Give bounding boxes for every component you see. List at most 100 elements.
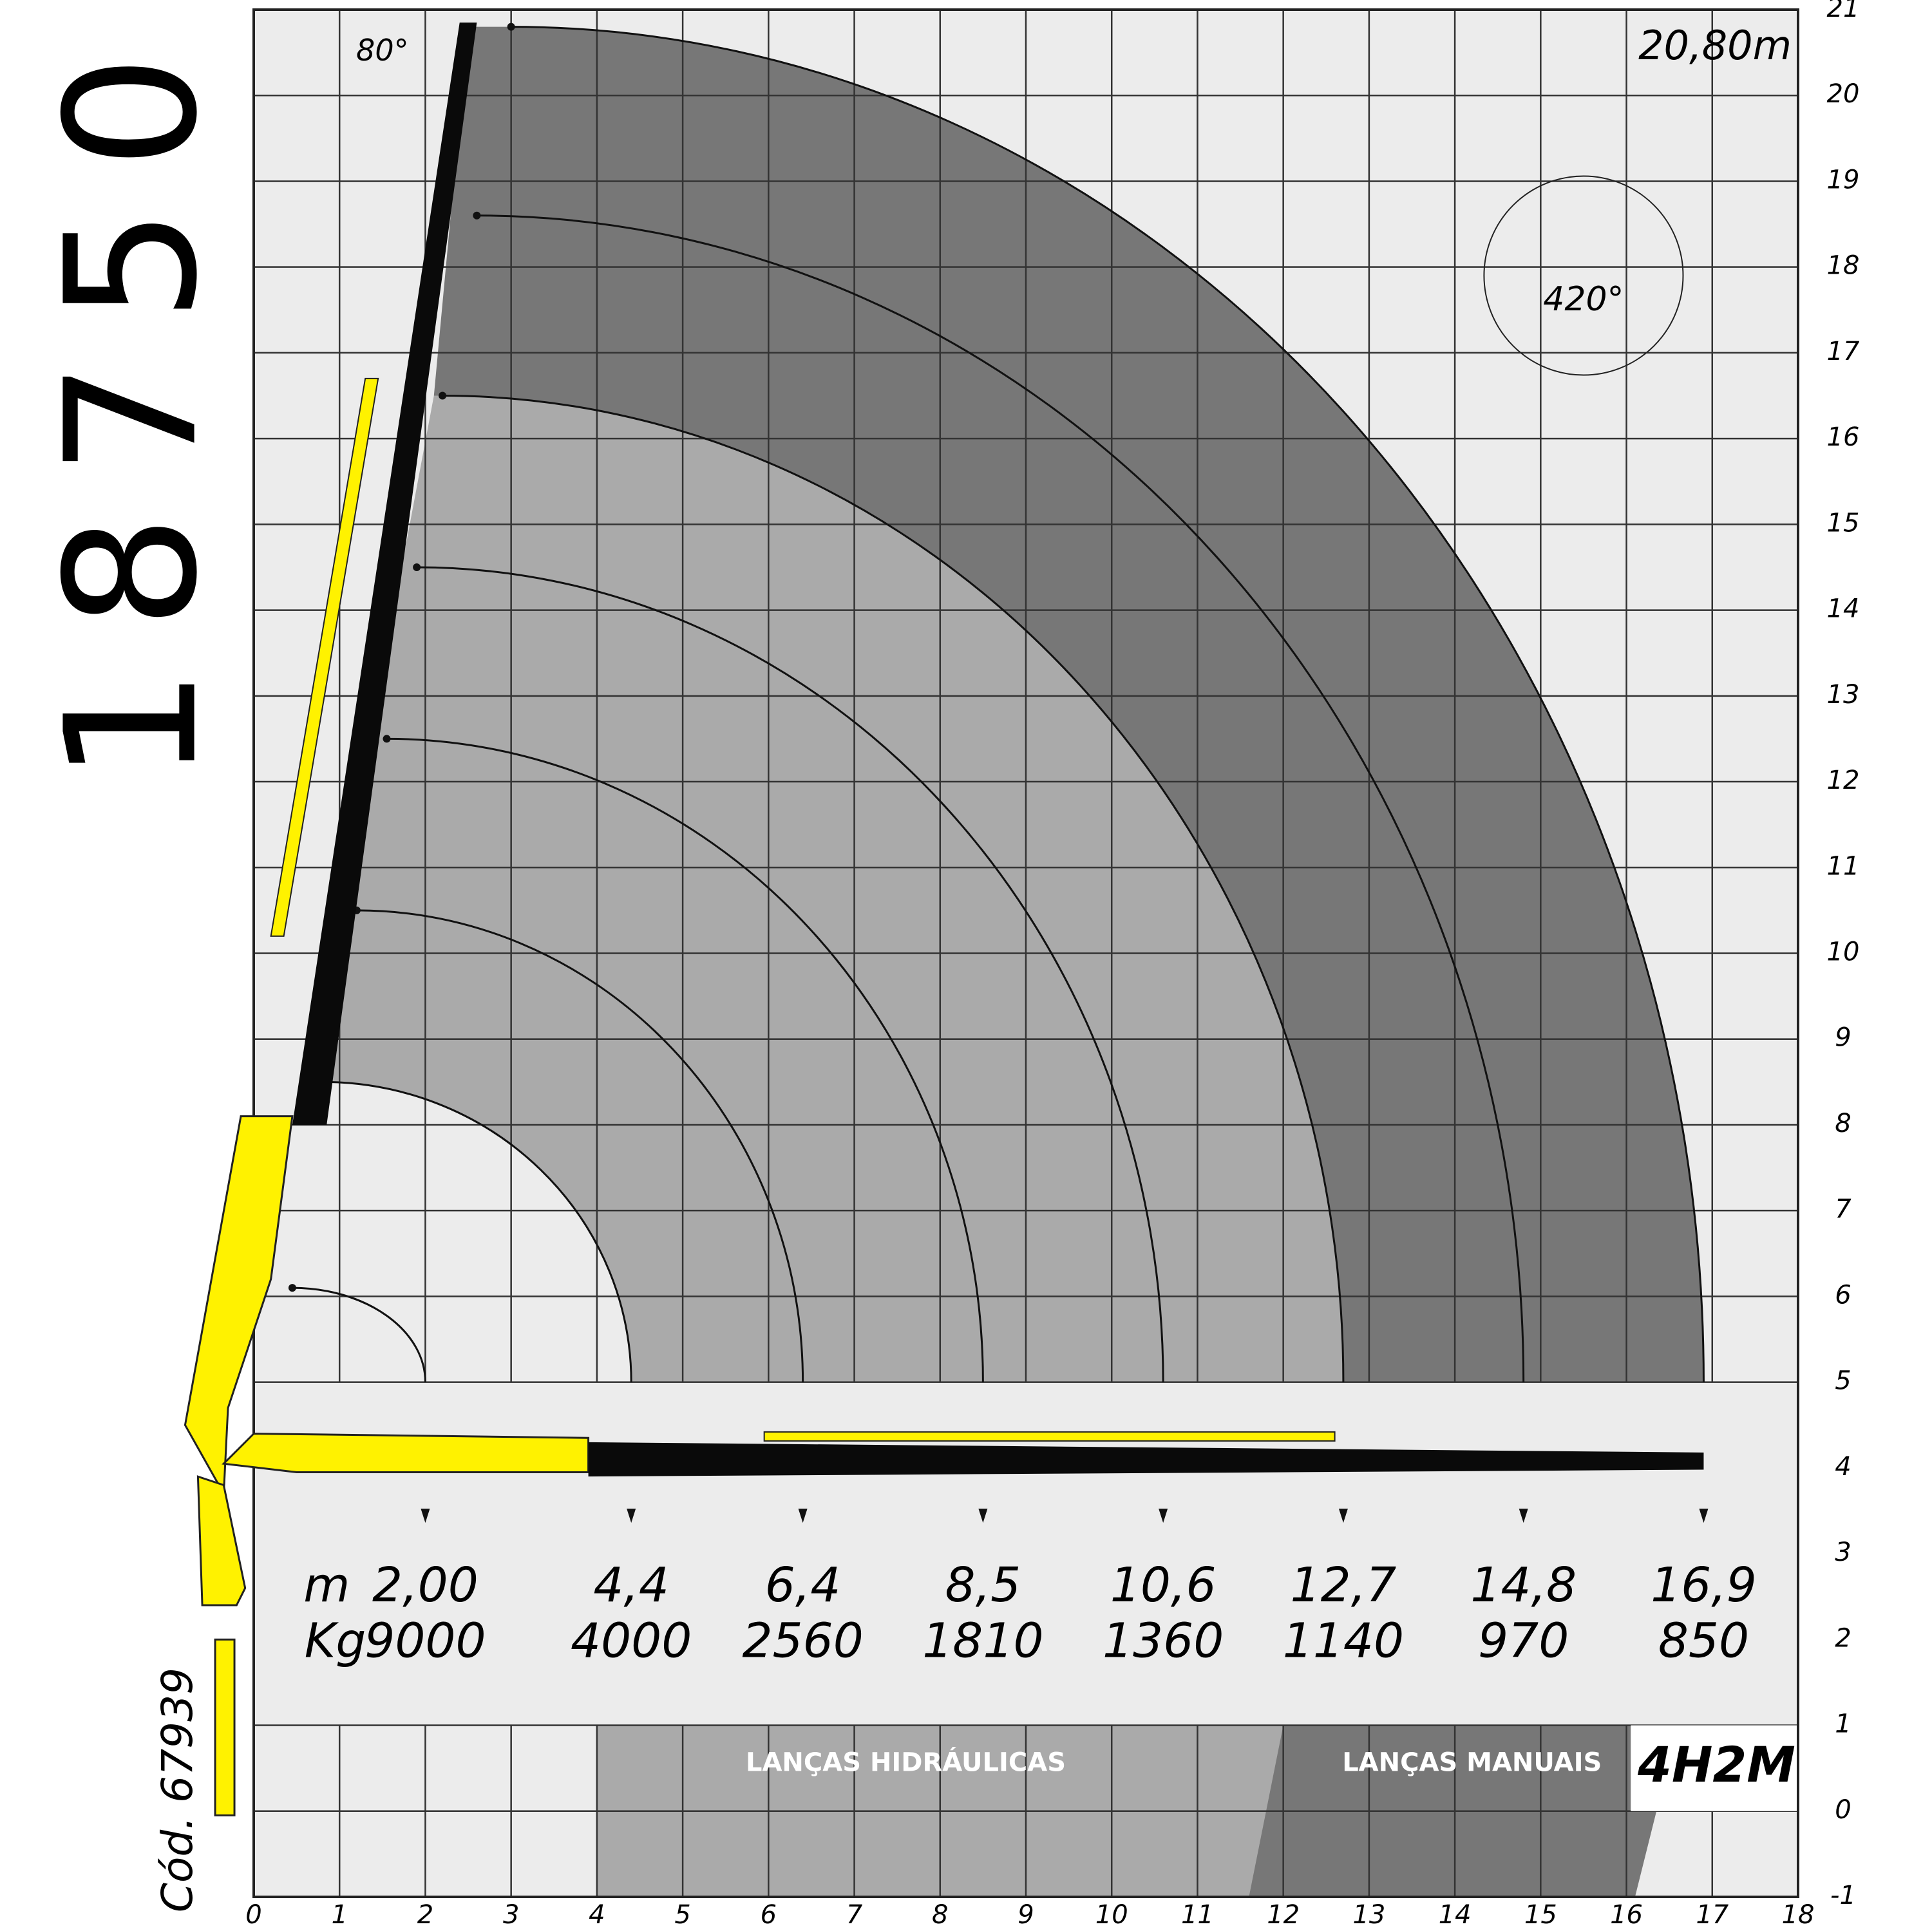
load-label: 4000 [571,1613,692,1668]
reach-arrow [627,1509,636,1523]
x-tick-label: 5 [674,1900,690,1930]
y-tick-label: 12 [1827,766,1860,795]
reach-arc [292,1286,426,1382]
boom-angle: 80° [356,33,409,68]
reach-arc [322,1080,632,1382]
arc-tip [439,391,447,400]
load-label: 2560 [742,1613,863,1668]
reach-label: 8,5 [945,1558,1021,1613]
chart-title: 18750 [28,16,238,783]
reach-arc [417,566,1164,1382]
reach-label: 4,4 [593,1558,669,1613]
x-tick-label: 4 [589,1900,605,1930]
x-tick-label: 0 [245,1900,261,1930]
reach-arrow [1699,1509,1709,1523]
reach-label: 14,8 [1470,1558,1577,1613]
reach-arc [511,26,1705,1382]
y-tick-label: 7 [1835,1194,1852,1224]
reach-label: 12,7 [1291,1558,1397,1613]
y-tick-label: 19 [1827,165,1860,194]
y-tick-label: 11 [1827,851,1860,881]
x-tick-label: 14 [1439,1900,1472,1930]
y-tick-label: 13 [1827,680,1860,710]
reach-label: 10,6 [1110,1558,1217,1613]
reach-arrow [1159,1509,1168,1523]
y-tick-label: 14 [1827,594,1860,624]
x-tick-label: 9 [1018,1900,1034,1930]
y-tick-label: 18 [1827,251,1860,281]
y-tick-label: 6 [1835,1280,1851,1310]
load-label: 1360 [1103,1613,1224,1668]
x-tick-label: 16 [1610,1900,1643,1930]
y-tick-label: 8 [1835,1109,1851,1138]
reach-arc [356,909,804,1382]
model-box [1631,1725,1797,1811]
plot-frame [252,8,1799,1898]
load-label: 9000 [365,1613,486,1668]
y-tick-label: 17 [1827,337,1860,366]
reach-label: 6,4 [765,1558,841,1613]
base [196,1475,247,1606]
load-label: 850 [1658,1613,1749,1668]
x-tick-label: 15 [1524,1900,1557,1930]
x-tick-label: 10 [1095,1900,1128,1930]
reach-label: 16,9 [1651,1558,1757,1613]
load-label: 1810 [922,1613,1043,1668]
reach-arrow [978,1509,988,1523]
code-label: Cód. 67939 [153,1668,202,1912]
reach-arc [477,214,1525,1382]
vertical-boom-yellow [270,377,379,937]
section-label: LANÇAS MANUAIS [1342,1747,1602,1777]
load-label: 970 [1478,1613,1569,1668]
reach-arc [442,395,1345,1382]
reach-arrow [1519,1509,1528,1523]
x-tick-label: 8 [932,1900,948,1930]
y-tick-label: -1 [1830,1881,1856,1910]
x-tick-label: 7 [846,1900,863,1930]
envelope-dark [433,26,1704,1382]
y-tick-label: 10 [1827,937,1860,967]
load-unit: Kg [305,1613,366,1668]
x-tick-label: 13 [1352,1900,1385,1930]
x-tick-label: 2 [417,1900,433,1930]
y-tick-label: 16 [1827,422,1860,452]
y-tick-label: 21 [1827,0,1860,23]
x-tick-label: 17 [1696,1900,1728,1930]
section-label: LANÇAS HIDRÁULICAS [746,1746,1066,1777]
y-tick-label: 15 [1827,508,1860,538]
reach-arrow [798,1509,808,1523]
y-tick-label: 0 [1835,1795,1851,1825]
arc-tip [507,23,515,31]
arc-tip [473,211,481,220]
max-height: 20,80m [1638,22,1792,69]
model-label: 4H2M [1637,1736,1795,1793]
arc-tip [413,563,421,571]
reach-arrow [1338,1509,1348,1523]
reach-arc [386,737,984,1382]
boom-extension [763,1431,1336,1442]
arc-tip [383,735,391,743]
horizontal-boom-yellow [222,1433,590,1474]
x-tick-label: 11 [1181,1900,1214,1930]
y-tick-label: 3 [1835,1538,1851,1567]
y-tick-label: 4 [1835,1452,1851,1482]
y-tick-label: 1 [1835,1710,1851,1739]
y-tick-label: 20 [1827,79,1860,109]
x-tick-label: 3 [503,1900,519,1930]
y-tick-label: 2 [1835,1623,1851,1653]
x-tick-label: 12 [1267,1900,1300,1930]
rotation-circle [1483,175,1684,376]
reach-label: 2,00 [372,1558,478,1613]
reach-unit: m [303,1558,350,1613]
stabilizer [214,1638,236,1816]
x-tick-label: 18 [1782,1900,1815,1930]
x-tick-label: 1 [331,1900,347,1930]
reach-arrow [421,1509,430,1523]
horizontal-boom [588,1442,1704,1477]
x-tick-label: 6 [761,1900,777,1930]
y-tick-label: 9 [1835,1023,1851,1053]
rotation-label: 420° [1543,280,1624,319]
load-label: 1140 [1283,1613,1404,1668]
y-tick-label: 5 [1835,1366,1851,1396]
